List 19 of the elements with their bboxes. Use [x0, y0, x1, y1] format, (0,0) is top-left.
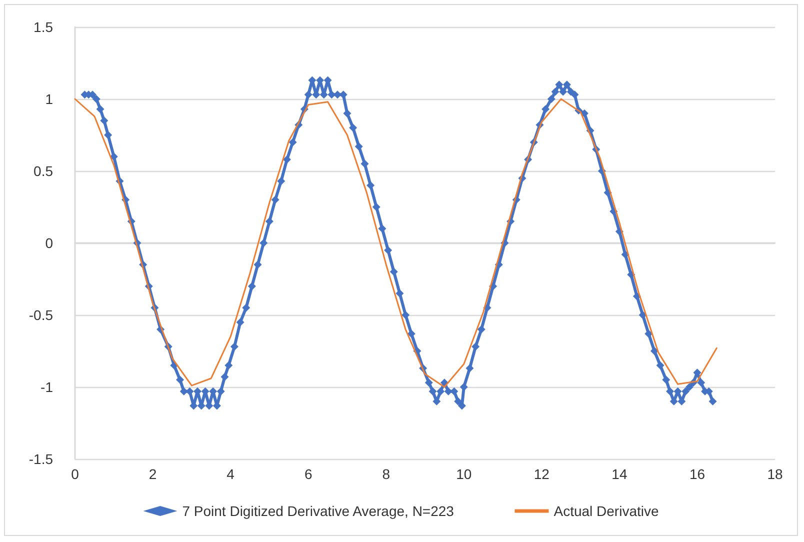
x-tick-label: 4	[226, 466, 235, 482]
x-tick-label: 16	[689, 466, 706, 482]
x-tick-label: 10	[456, 466, 472, 482]
x-tick-label: 8	[382, 466, 390, 482]
y-tick-label: -1	[40, 379, 54, 395]
x-tick-label: 6	[304, 466, 312, 482]
y-tick-label: 0.5	[34, 163, 54, 179]
y-tick-label: -0.5	[28, 307, 54, 323]
x-tick-label: 0	[71, 466, 80, 482]
y-tick-label: 0	[45, 235, 54, 251]
x-tick-label: 12	[534, 466, 550, 482]
x-tick-label: 2	[148, 466, 157, 482]
x-tick-label: 18	[767, 466, 783, 482]
legend-label: Actual Derivative	[554, 503, 659, 519]
y-tick-label: 1.5	[34, 19, 54, 35]
y-tick-label: 1	[45, 91, 54, 107]
legend-label: 7 Point Digitized Derivative Average, N=223	[182, 503, 454, 519]
x-tick-label: 14	[612, 466, 628, 482]
y-tick-label: -1.5	[28, 451, 54, 467]
